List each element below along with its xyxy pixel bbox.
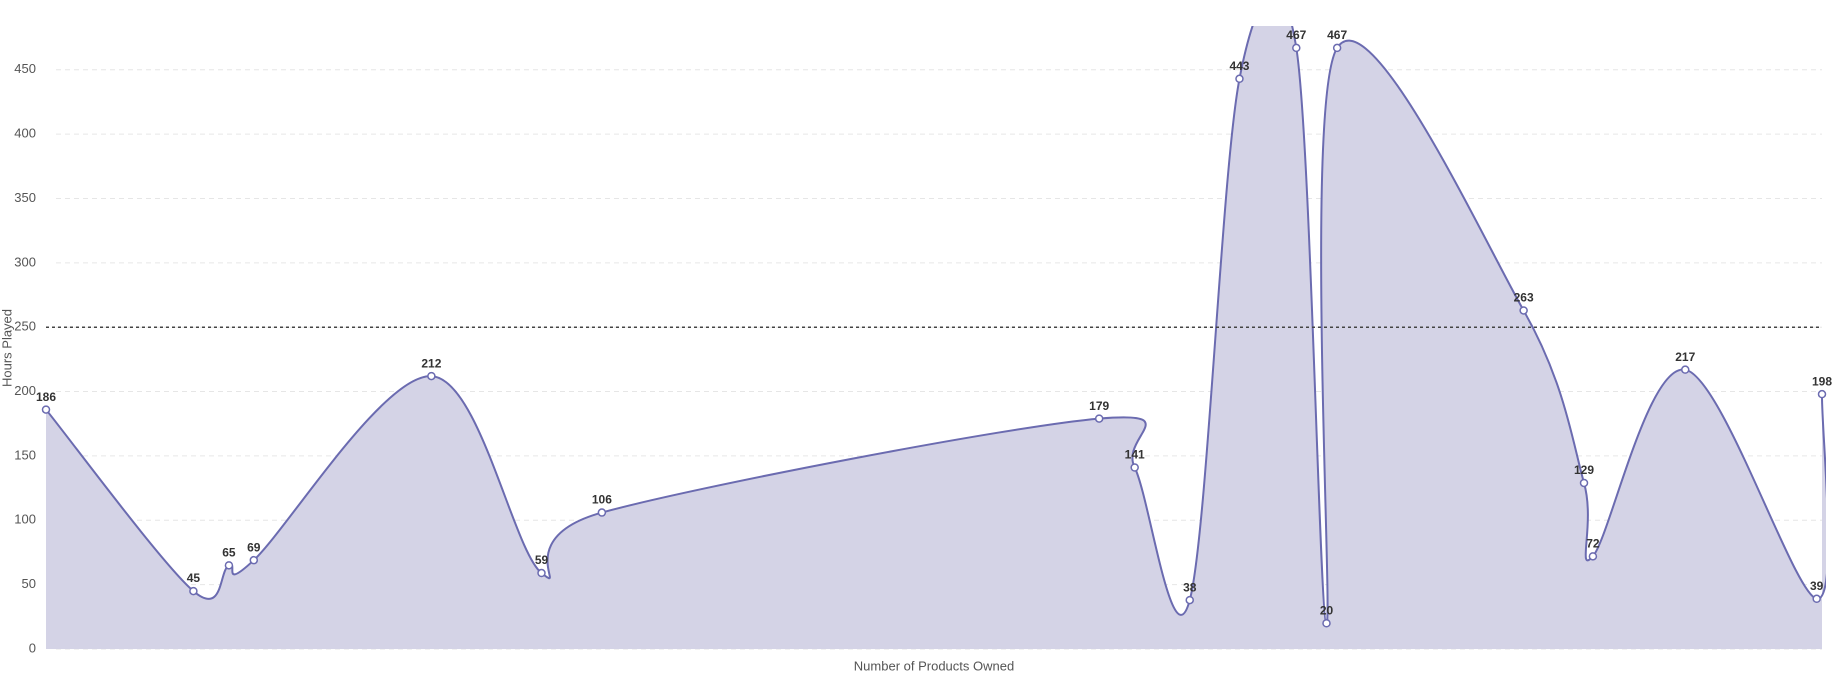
y-tick-label: 450: [14, 61, 36, 76]
y-tick-label: 350: [14, 190, 36, 205]
value-label: 38: [1183, 580, 1197, 594]
y-tick-label: 250: [14, 319, 36, 334]
point: [1332, 43, 1342, 53]
y-tick-label: 100: [14, 512, 36, 527]
point: [1812, 594, 1821, 604]
value-label: 186: [36, 390, 56, 404]
value-label: 141: [1125, 448, 1145, 462]
value-label: 217: [1675, 350, 1695, 364]
area: [46, 26, 1826, 649]
value-label: 263: [1514, 291, 1534, 305]
point: [1235, 74, 1244, 84]
point: [1130, 463, 1139, 472]
point: [1817, 389, 1827, 399]
y-tick-label: 0: [29, 640, 36, 655]
x-axis-title: Number of Products Owned: [854, 658, 1014, 673]
point: [1588, 552, 1598, 561]
point: [1579, 478, 1589, 488]
y-tick-label: 50: [22, 576, 36, 591]
y-tick-label: 300: [14, 254, 36, 269]
point: [41, 405, 51, 414]
y-tick-label: 200: [14, 383, 36, 398]
value-label: 106: [592, 493, 612, 507]
value-label: 467: [1286, 28, 1306, 42]
y-tick-label: 400: [14, 126, 36, 141]
point: [537, 568, 546, 578]
value-label: 129: [1574, 463, 1594, 477]
value-label: 69: [247, 540, 261, 554]
y-tick-label: 150: [14, 447, 36, 462]
plot-area: [46, 26, 1826, 649]
point: [249, 555, 259, 565]
value-label: 45: [187, 571, 201, 585]
point: [189, 586, 198, 596]
value-label: 198: [1812, 374, 1832, 388]
value-label: 212: [421, 356, 441, 370]
point: [1292, 43, 1301, 53]
value-label: 467: [1327, 28, 1347, 42]
point: [597, 508, 607, 517]
point: [1185, 595, 1194, 605]
markers: 186 45 65 69 212 59 106 179 141 38 443 467 20 467 263 1…: [36, 28, 1832, 628]
value-label: 59: [535, 553, 549, 567]
point: [224, 561, 234, 570]
value-label: 39: [1810, 579, 1824, 593]
value-label: 179: [1089, 399, 1109, 413]
point: [1322, 619, 1331, 628]
value-label: 443: [1229, 59, 1249, 73]
y-axis-title: Hours Played: [0, 309, 14, 387]
point: [1680, 365, 1690, 374]
point: [427, 371, 436, 381]
value-label: 65: [222, 546, 236, 560]
point: [1094, 414, 1104, 423]
point: [1519, 306, 1528, 315]
value-label: 20: [1320, 603, 1334, 617]
value-label: 72: [1586, 536, 1600, 550]
